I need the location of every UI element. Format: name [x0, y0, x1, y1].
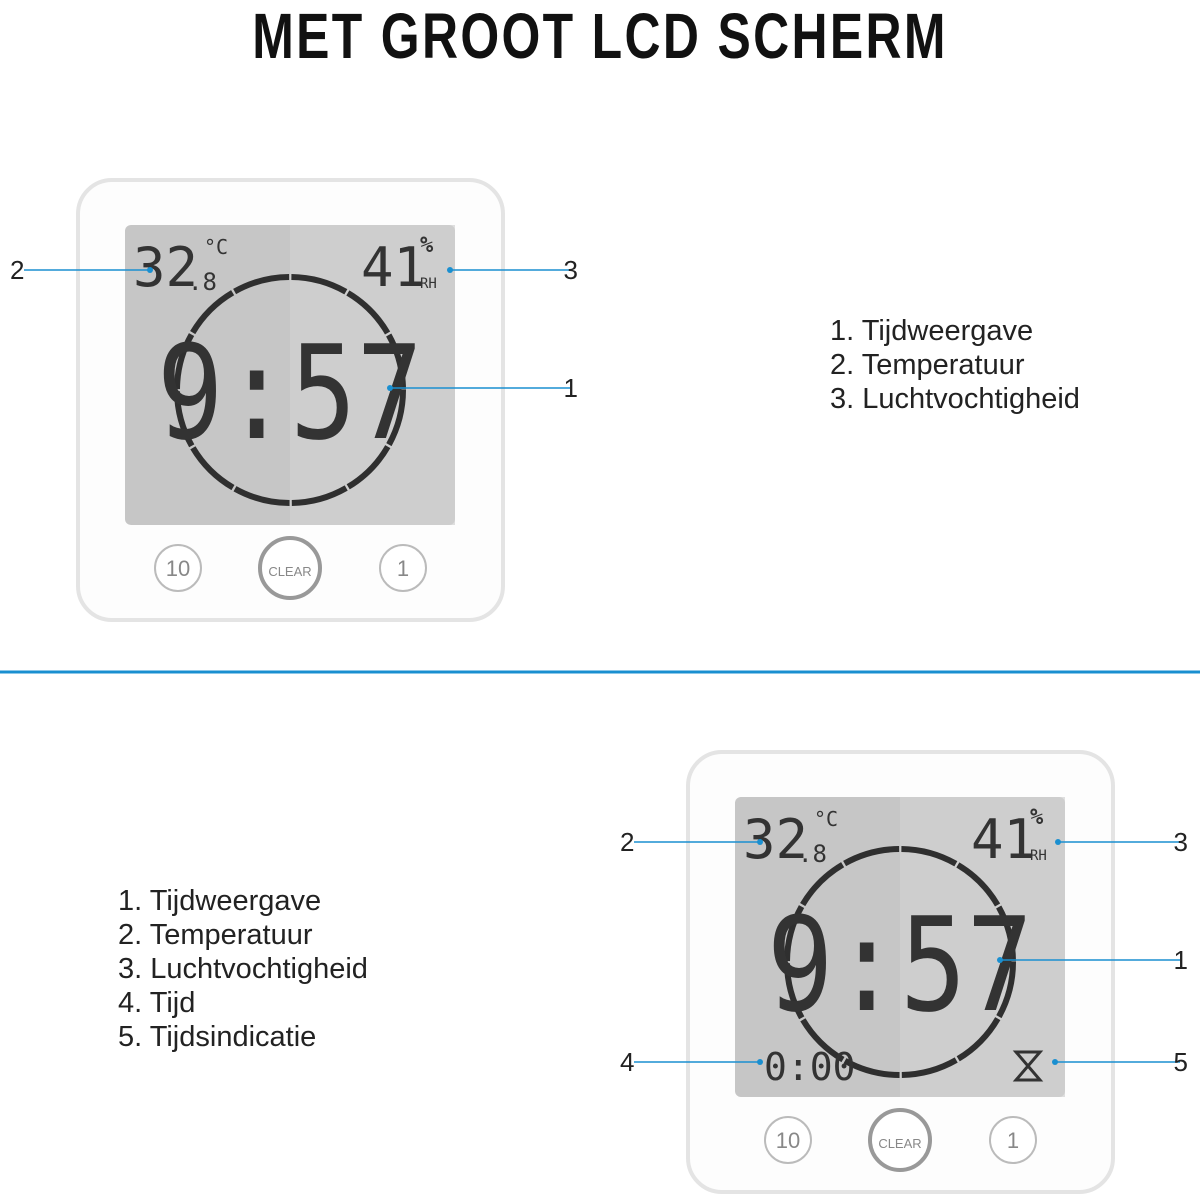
title: MET GROOT LCD SCHERM	[252, 1, 948, 72]
humidity-label: RH	[420, 276, 437, 292]
callout-dot	[387, 385, 393, 391]
callout-number: 2	[620, 827, 634, 857]
button	[379, 544, 427, 592]
button-label: CLEAR	[268, 564, 311, 579]
temperature: 32	[743, 808, 808, 871]
callout-number: 2	[10, 255, 24, 285]
hourglass-icon	[1012, 1050, 1044, 1082]
callout-dot	[757, 839, 763, 845]
dial-ring	[784, 846, 1016, 1078]
humidity-label: RH	[1030, 848, 1047, 864]
humidity-unit: %	[1030, 805, 1044, 830]
temperature: 32	[133, 236, 198, 299]
legend-item: 1. Tijdweergave	[118, 885, 321, 917]
button	[764, 1116, 812, 1164]
device: 32.8 °C 41% RH 9:57 10 CLEAR 1	[76, 178, 505, 622]
timer: 0:00	[764, 1045, 856, 1089]
lcd-glare	[900, 797, 1065, 1097]
callout-dot	[447, 267, 453, 273]
legend-item: 5. Tijdsindicatie	[118, 1021, 316, 1053]
legend-item: 3. Luchtvochtigheid	[830, 383, 1080, 415]
callout-dot	[147, 267, 153, 273]
callout-number: 5	[1174, 1047, 1188, 1077]
legend-item: 1. Tijdweergave	[830, 315, 1033, 347]
legend-item: 4. Tijd	[118, 987, 195, 1019]
humidity-unit: %	[420, 233, 434, 258]
button-label: 10	[776, 1128, 800, 1153]
callout-dot	[1052, 1059, 1058, 1065]
callout-number: 3	[564, 255, 578, 285]
legend-item: 3. Luchtvochtigheid	[118, 953, 368, 985]
button	[258, 536, 322, 600]
callout-number: 3	[1174, 827, 1188, 857]
button-label: CLEAR	[878, 1136, 921, 1151]
callout-dot	[757, 1059, 763, 1065]
button-label: 10	[166, 556, 190, 581]
legend-item: 2. Temperatuur	[118, 919, 313, 951]
dial-ring	[174, 274, 406, 506]
button	[154, 544, 202, 592]
button	[868, 1108, 932, 1172]
temperature-unit: °C	[204, 235, 228, 259]
humidity: 41	[361, 236, 426, 299]
callout-number: 1	[564, 373, 578, 403]
callout-dot	[997, 957, 1003, 963]
button-label: 1	[1007, 1128, 1019, 1153]
legend-item: 2. Temperatuur	[830, 349, 1025, 381]
time: 9:57	[767, 890, 1033, 1041]
callout-number: 1	[1174, 945, 1188, 975]
temperature-decimal: .8	[188, 268, 217, 296]
lcd-glare	[290, 225, 455, 525]
callout-number: 4	[620, 1047, 634, 1077]
callout-dot	[1055, 839, 1061, 845]
device: 32.8 °C 41% RH 9:570:00 10 CLEAR 1	[686, 750, 1115, 1194]
temperature-unit: °C	[814, 807, 838, 831]
button-label: 1	[397, 556, 409, 581]
temperature-decimal: .8	[798, 840, 827, 868]
humidity: 41	[971, 808, 1036, 871]
time: 9:57	[157, 318, 423, 469]
button	[989, 1116, 1037, 1164]
